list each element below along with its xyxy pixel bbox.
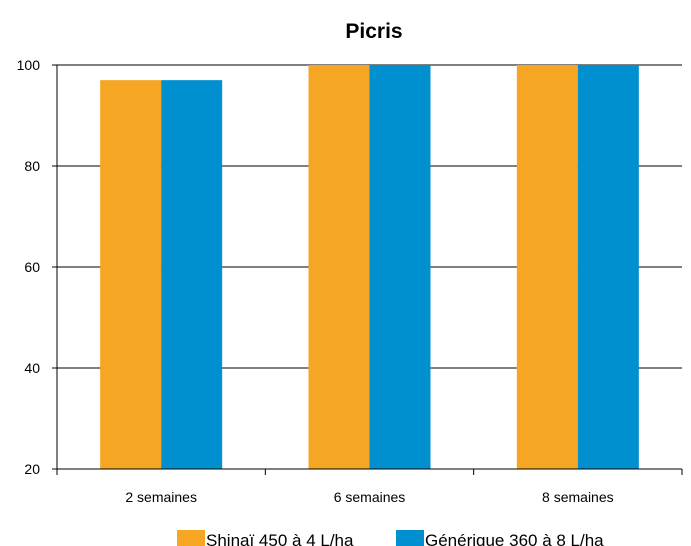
chart-title: Picris bbox=[345, 20, 402, 43]
legend: Shinaï 450 à 4 L/ha Générique 360 à 8 L/h… bbox=[177, 530, 604, 546]
bar-series1-1 bbox=[100, 80, 162, 470]
legend-label-2: Générique 360 à 8 L/ha bbox=[425, 531, 604, 546]
y-tick-labels: 20 40 60 80 100 bbox=[17, 57, 41, 477]
bar-series2-2 bbox=[369, 65, 431, 469]
bar-series2-1 bbox=[161, 80, 223, 470]
y-tick-label: 40 bbox=[24, 360, 40, 376]
x-tick-label: 2 semaines bbox=[125, 489, 197, 505]
x-tick-labels: 2 semaines 6 semaines 8 semaines bbox=[125, 489, 613, 505]
legend-swatch-1 bbox=[177, 530, 205, 546]
y-tick-label: 60 bbox=[24, 259, 40, 275]
y-tick-label: 20 bbox=[24, 461, 40, 477]
bar-series2-3 bbox=[577, 65, 639, 469]
legend-swatch-2 bbox=[396, 530, 424, 546]
bars-group bbox=[100, 65, 639, 470]
legend-label-1: Shinaï 450 à 4 L/ha bbox=[206, 531, 354, 546]
bar-series1-3 bbox=[516, 65, 578, 469]
y-tick-label: 80 bbox=[24, 158, 40, 174]
bar-series1-2 bbox=[308, 65, 370, 469]
x-tick-label: 8 semaines bbox=[542, 489, 614, 505]
axes-group bbox=[56, 65, 683, 475]
x-tick-label: 6 semaines bbox=[334, 489, 406, 505]
y-tick-label: 100 bbox=[17, 57, 41, 73]
